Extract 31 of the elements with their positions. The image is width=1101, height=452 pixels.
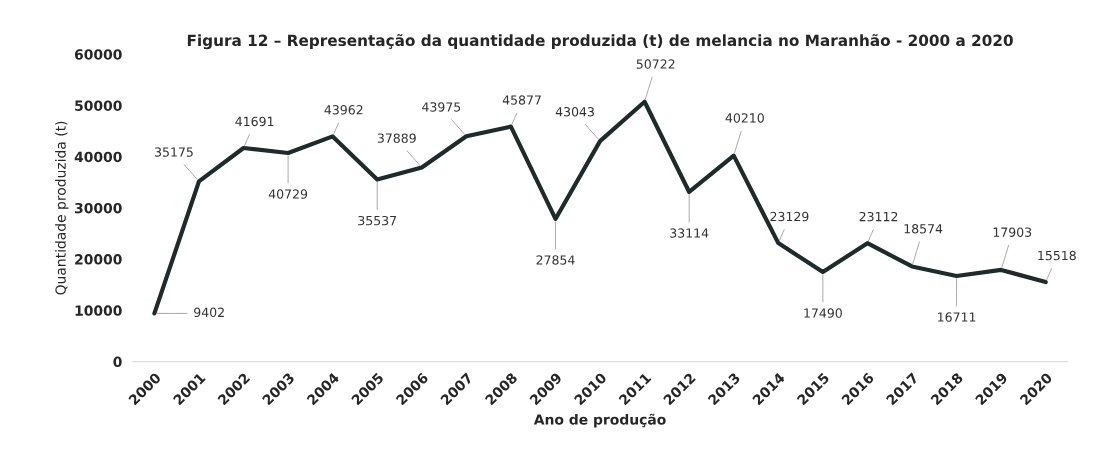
data-label: 17490: [804, 308, 842, 318]
data-label: 43043: [555, 107, 594, 117]
data-label: 45877: [502, 95, 541, 105]
data-label: 37889: [377, 133, 416, 143]
data-label: 27854: [536, 255, 575, 265]
data-label: 43975: [422, 102, 461, 112]
y-axis-title: Quantidade produzida (t): [55, 121, 69, 295]
y-tick-label: 40000: [74, 151, 122, 163]
data-label: 40210: [725, 113, 764, 123]
data-label: 17903: [993, 227, 1032, 237]
data-label: 9402: [194, 307, 224, 318]
data-label: 35175: [155, 147, 193, 157]
data-label: 41691: [235, 116, 274, 127]
data-label: 43962: [324, 105, 363, 115]
y-tick-label: 50000: [75, 100, 122, 111]
data-label: 23129: [770, 211, 809, 222]
data-label: 50722: [636, 59, 675, 69]
chart-title: Figura 12 – Representação da quantidade produzida (t) de melancia no Maranhão - 2000 a 2020: [187, 34, 1013, 50]
y-tick-label: 20000: [75, 254, 122, 265]
y-tick-label: 60000: [74, 49, 122, 60]
data-label: 40729: [268, 189, 308, 199]
data-label: 35537: [358, 215, 397, 226]
y-tick-label: 0: [113, 356, 122, 368]
x-axis-title: Ano de produção: [533, 413, 666, 428]
data-label: 15518: [1038, 250, 1076, 261]
data-label: 33114: [670, 228, 709, 238]
data-label: 23112: [859, 211, 898, 222]
data-label: 16711: [938, 312, 976, 322]
y-tick-label: 30000: [75, 202, 122, 214]
data-label: 18574: [904, 224, 943, 234]
y-tick-label: 10000: [75, 305, 122, 316]
